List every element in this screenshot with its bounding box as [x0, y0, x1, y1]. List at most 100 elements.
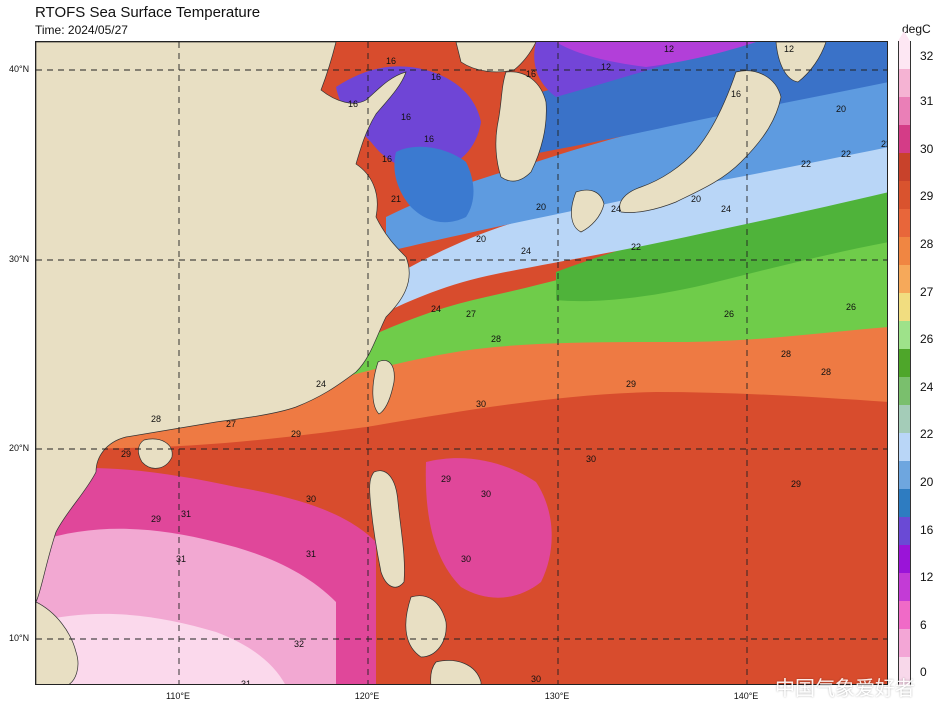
colorbar-swatch — [898, 265, 911, 294]
colorbar-label: 22 — [920, 427, 934, 441]
colorbar-swatch — [898, 489, 911, 518]
colorbar-label: 32 — [920, 49, 934, 63]
colorbar-swatch — [898, 209, 911, 238]
colorbar-swatch — [898, 153, 911, 182]
hainan-island — [138, 438, 173, 469]
contour-label: 22 — [801, 159, 811, 169]
contour-label: 31 — [181, 509, 191, 519]
lat-label-10n: 10°N — [9, 633, 30, 643]
watermark-text: 中国气象爱好者 — [775, 676, 915, 700]
sst-map-canvas: 16 16 16 16 16 12 12 12 16 16 16 20 20 2… — [36, 42, 887, 685]
contour-label: 32 — [294, 639, 304, 649]
contour-label: 29 — [291, 429, 301, 439]
contour-label: 26 — [846, 302, 856, 312]
colorbar-swatch — [898, 377, 911, 406]
contour-label: 31 — [306, 549, 316, 559]
japan-kyushu — [571, 189, 605, 233]
contour-label: 22 — [631, 242, 641, 252]
contour-label: 16 — [348, 99, 358, 109]
contour-label: 31 — [241, 679, 251, 685]
contour-label: 27 — [226, 419, 236, 429]
contour-label: 20 — [536, 202, 546, 212]
colorbar-swatch — [898, 237, 911, 266]
contour-label: 28 — [781, 349, 791, 359]
contour-label: 24 — [521, 246, 531, 256]
contour-label: 29 — [441, 474, 451, 484]
lat-label-40n: 40°N — [9, 64, 30, 74]
yellow-sea-blue — [394, 146, 474, 223]
contour-label: 24 — [611, 204, 621, 214]
colorbar-swatch — [898, 573, 911, 602]
contour-label: 28 — [151, 414, 161, 424]
graticule — [36, 42, 887, 684]
colorbar-label: 6 — [920, 618, 927, 632]
contour-label: 27 — [466, 309, 476, 319]
colorbar-extend-arrow — [898, 31, 910, 41]
colorbar-swatch — [898, 321, 911, 350]
contour-label: 28 — [821, 367, 831, 377]
colorbar-swatch — [898, 293, 911, 322]
contour-label: 26 — [724, 309, 734, 319]
lon-label-120e: 120°E — [354, 691, 380, 701]
contour-label: 22 — [841, 149, 851, 159]
contour-label: 21 — [391, 194, 401, 204]
china-mainland — [36, 42, 410, 603]
luzon-island — [369, 470, 405, 588]
taiwan-island — [372, 360, 395, 415]
colorbar-swatch — [898, 181, 911, 210]
contour-label: 30 — [476, 399, 486, 409]
colorbar-label: 27 — [920, 285, 934, 299]
contour-label: 12 — [784, 44, 794, 54]
lat-label-30n: 30°N — [9, 254, 30, 264]
contour-label: 16 — [731, 89, 741, 99]
colorbar-label: 0 — [920, 665, 927, 679]
korea-peninsula — [495, 71, 547, 182]
contour-label: 24 — [721, 204, 731, 214]
contour-label: 16 — [386, 56, 396, 66]
colorbar-swatch — [898, 517, 911, 546]
contour-label: 29 — [151, 514, 161, 524]
contour-label: 12 — [664, 44, 674, 54]
contour-label: 29 — [791, 479, 801, 489]
contour-label: 30 — [306, 494, 316, 504]
colorbar-swatch — [898, 461, 911, 490]
contour-label: 30 — [531, 674, 541, 684]
contour-label: 16 — [431, 72, 441, 82]
contour-label: 30 — [586, 454, 596, 464]
lat-label-20n: 20°N — [9, 443, 30, 453]
contour-label: 30 — [461, 554, 471, 564]
yellow-sea-purple — [336, 66, 481, 172]
indochina-land — [36, 601, 79, 684]
contour-label: 29 — [626, 379, 636, 389]
contour-labels: 16 16 16 16 16 12 12 12 16 16 16 20 20 2… — [121, 44, 887, 685]
lon-label-130e: 130°E — [544, 691, 570, 701]
sst-map: 16 16 16 16 16 12 12 12 16 16 16 20 20 2… — [35, 41, 888, 685]
colorbar-swatch — [898, 349, 911, 378]
philippine-sea-pink — [425, 458, 552, 598]
colorbar-swatch — [898, 125, 911, 154]
contour-label: 12 — [601, 62, 611, 72]
colorbar-swatch — [898, 69, 911, 98]
lon-label-140e: 140°E — [733, 691, 759, 701]
colorbar-swatch — [898, 601, 911, 630]
colorbar-label: 12 — [920, 570, 934, 584]
colorbar-swatch — [898, 97, 911, 126]
colorbar-label: 16 — [920, 523, 934, 537]
ocean-darkgreen-patch — [556, 182, 887, 302]
japan-hokkaido — [775, 42, 827, 83]
map-time: Time: 2024/05/27 — [35, 23, 128, 37]
contour-label: 20 — [476, 234, 486, 244]
visayas-islands — [405, 595, 447, 658]
contour-label: 16 — [526, 69, 536, 79]
contour-label: 28 — [491, 334, 501, 344]
colorbar — [898, 31, 911, 686]
colorbar-label: 31 — [920, 94, 934, 108]
contour-label: 24 — [431, 304, 441, 314]
mindanao-island — [430, 660, 482, 684]
colorbar-label: 28 — [920, 237, 934, 251]
ocean-violet-patch — [556, 42, 756, 67]
contour-label: 16 — [401, 112, 411, 122]
contour-label: 20 — [691, 194, 701, 204]
colorbar-label: 26 — [920, 332, 934, 346]
colorbar-swatch — [898, 433, 911, 462]
